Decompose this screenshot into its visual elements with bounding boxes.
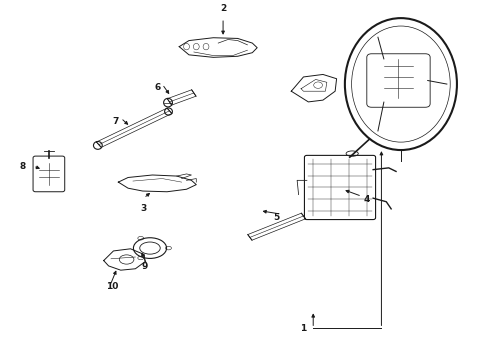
Text: 7: 7	[113, 117, 119, 126]
Text: 6: 6	[154, 83, 160, 92]
Text: 4: 4	[364, 195, 370, 204]
Text: 9: 9	[142, 262, 148, 271]
Text: 2: 2	[220, 4, 226, 13]
Text: 3: 3	[141, 203, 147, 212]
Text: 8: 8	[20, 162, 26, 171]
Text: 1: 1	[300, 324, 307, 333]
Text: 10: 10	[106, 282, 119, 291]
Text: 5: 5	[273, 213, 280, 222]
